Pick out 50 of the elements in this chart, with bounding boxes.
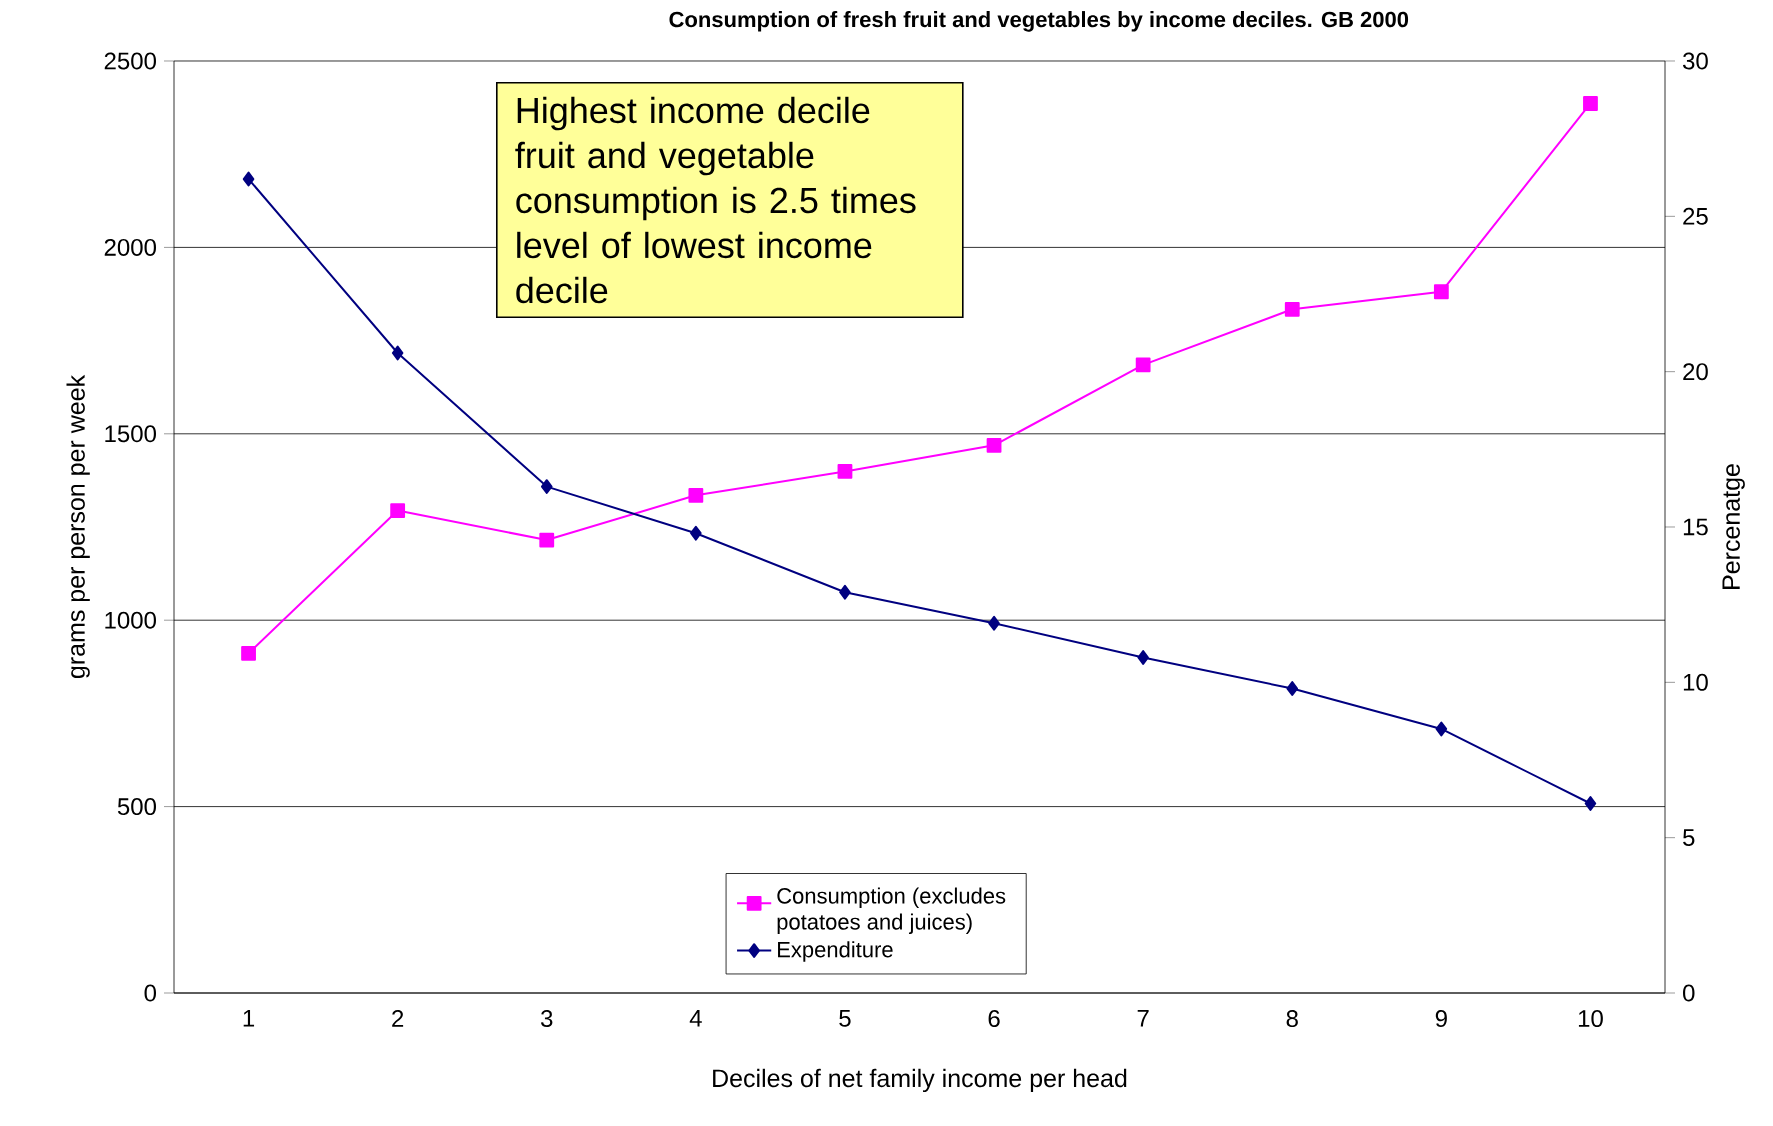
x-tick-label: 7 <box>1137 1010 1149 1027</box>
y2-axis-title: Percenatge <box>1722 464 1745 589</box>
point <box>839 584 851 600</box>
point <box>1137 650 1149 665</box>
point <box>688 487 704 503</box>
point <box>242 171 255 187</box>
x-tick-label: 1 <box>243 1010 255 1027</box>
point <box>540 479 553 495</box>
point <box>690 525 702 541</box>
y-axis-title: grams per person per week <box>66 374 90 679</box>
point <box>539 532 555 548</box>
x-tick-label: 6 <box>988 1010 1000 1028</box>
x-axis-title: Deciles of net family income per head <box>713 1068 1127 1093</box>
y-tick-label: 1500 <box>105 425 156 443</box>
y2-tick-label: 15 <box>1683 518 1708 536</box>
point <box>1433 284 1449 300</box>
point <box>1583 96 1598 111</box>
y2-tick-label: 0 <box>1683 984 1695 1002</box>
point <box>1135 357 1151 373</box>
point <box>986 437 1002 453</box>
x-tick-label: 8 <box>1286 1010 1298 1028</box>
y-tick-label: 1000 <box>105 611 156 629</box>
y-tick-label: 2000 <box>104 238 156 256</box>
y2-tick-label: 10 <box>1683 673 1708 691</box>
chart-title: Consumption of fresh fruit and vegetables by income deciles. GB 2000 <box>669 11 1409 32</box>
y-tick-label: 500 <box>117 798 156 816</box>
point <box>391 345 404 361</box>
x-tick-label: 10 <box>1578 1010 1603 1028</box>
x-tick-label: 3 <box>540 1010 553 1028</box>
y2-tick-label: 20 <box>1683 363 1708 381</box>
annotation: Highest income decile fruit and vegetable consumption is 2.5 times level of lowest income decile <box>515 96 916 304</box>
point <box>1435 721 1448 737</box>
x-tick-label: 5 <box>839 1010 851 1027</box>
y2-tick-label: 5 <box>1683 829 1695 847</box>
y-tick-label: 0 <box>144 984 157 1002</box>
x-tick-label: 2 <box>392 1010 404 1027</box>
x-tick-label: 4 <box>689 1010 702 1027</box>
point <box>1286 681 1299 696</box>
x-tick-label: 9 <box>1435 1010 1447 1028</box>
legend-label: Consumption (excludes potatoes and juices) <box>777 887 1006 934</box>
point <box>1584 796 1597 811</box>
point <box>390 503 406 518</box>
point <box>1284 301 1300 317</box>
legend-label: Expenditure <box>778 941 893 962</box>
y2-tick-label: 30 <box>1682 52 1708 70</box>
point <box>837 464 853 479</box>
point <box>241 645 256 661</box>
y-tick-label: 2500 <box>104 52 156 70</box>
point <box>988 615 1000 631</box>
y2-tick-label: 25 <box>1683 207 1708 225</box>
